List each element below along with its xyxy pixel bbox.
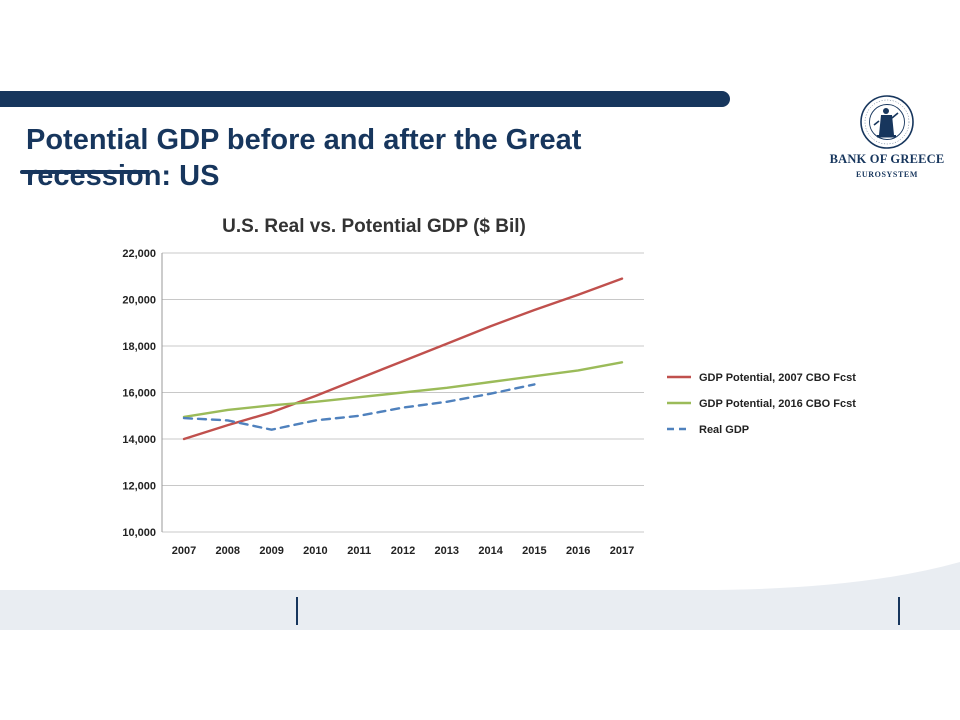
slide-title: Potential GDP before and after the Great…	[26, 124, 582, 192]
y-tick-label: 10,000	[122, 527, 156, 539]
x-tick-label: 2007	[172, 545, 196, 557]
chart-grid	[161, 252, 644, 533]
bank-subtitle: EUROSYSTEM	[855, 170, 918, 179]
x-tick-label: 2012	[391, 545, 415, 557]
chart-legend: GDP Potential, 2007 CBO Fcst GDP Potentia…	[667, 372, 856, 436]
top-band	[0, 91, 730, 107]
chart-title: U.S. Real vs. Potential GDP ($ Bil)	[222, 216, 526, 237]
y-tick-label: 14,000	[122, 434, 156, 446]
y-axis-labels: 10,000 12,000 14,000 16,000 18,000 20,000 22,0…	[122, 248, 156, 539]
series-line-3	[182, 383, 536, 431]
title-underline	[20, 170, 148, 174]
footer-divider-left	[296, 597, 298, 625]
gdp-line-chart: U.S. Real vs. Potential GDP ($ Bil) 10,0…	[122, 216, 856, 557]
x-tick-label: 2015	[522, 545, 546, 557]
x-tick-label: 2009	[259, 545, 283, 557]
x-tick-label: 2013	[435, 545, 459, 557]
footer-band	[0, 562, 960, 630]
y-tick-label: 12,000	[122, 481, 156, 493]
series-line-1	[182, 277, 624, 441]
x-tick-label: 2011	[347, 545, 371, 557]
x-tick-label: 2010	[303, 545, 327, 557]
series-lines	[182, 277, 624, 441]
footer-divider-right	[898, 597, 900, 625]
legend-label: GDP Potential, 2016 CBO Fcst	[699, 398, 856, 410]
bank-name: BANK OF GREECE	[829, 152, 945, 166]
bank-logo: BANK OF GREECE EUROSYSTEM	[826, 94, 948, 180]
legend-label: GDP Potential, 2007 CBO Fcst	[699, 372, 856, 384]
series-line-2	[182, 361, 624, 419]
bank-seal-icon	[860, 95, 914, 149]
x-tick-label: 2016	[566, 545, 590, 557]
x-axis-labels: 2007 2008 2009 2010 2011 2012 2013 2014 2015 2016…	[172, 545, 634, 557]
y-tick-label: 20,000	[122, 295, 156, 307]
y-tick-label: 22,000	[122, 248, 156, 260]
x-tick-label: 2008	[216, 545, 240, 557]
x-tick-label: 2017	[610, 545, 634, 557]
legend-label: Real GDP	[699, 424, 749, 436]
x-tick-label: 2014	[478, 545, 503, 557]
y-tick-label: 16,000	[122, 388, 156, 400]
y-tick-label: 18,000	[122, 341, 156, 353]
